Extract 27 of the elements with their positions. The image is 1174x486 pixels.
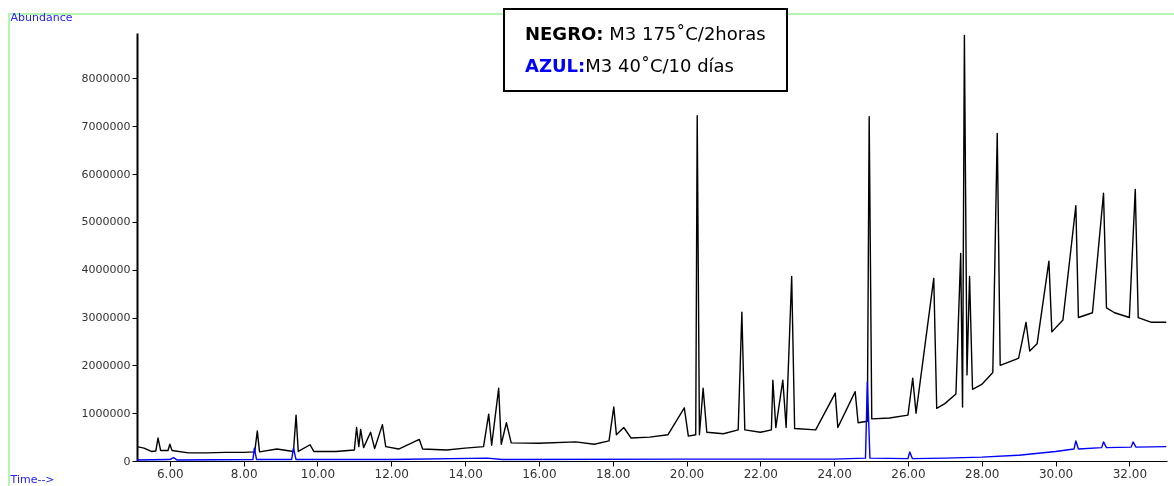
x-tick-label: 28.00 — [965, 466, 1000, 481]
text: NEGRO: M3 175˚C/2horas — [525, 23, 766, 44]
x-tick-label: 22.00 — [743, 466, 778, 481]
x-tick-label: 10.00 — [300, 466, 336, 481]
x-tick-label: 24.00 — [817, 466, 852, 481]
x-tick-label: 32.00 — [1112, 466, 1148, 481]
x-tick-label: 14.00 — [448, 466, 483, 481]
y-tick-label: 7000000 — [81, 119, 131, 133]
y-tick-label: 6000000 — [81, 167, 131, 181]
y-tick-label: 5000000 — [81, 215, 131, 229]
y-tick-label: 1000000 — [81, 406, 131, 420]
x-tick-label: 26.00 — [891, 466, 926, 481]
y-tick-label: 4000000 — [81, 263, 131, 277]
text: AZUL:M3 40˚C/10 días — [525, 55, 734, 76]
y-tick-label: 8000000 — [81, 71, 131, 85]
y-tick-label: 0 — [123, 454, 131, 468]
y-tick-label: 2000000 — [81, 358, 131, 372]
x-tick-label: 12.00 — [374, 466, 409, 481]
x-tick-label: 8.00 — [230, 466, 258, 481]
x-tick-label: 6.00 — [156, 466, 184, 481]
x-tick-label: 30.00 — [1038, 466, 1074, 481]
x-axis-title: Time--> — [9, 472, 55, 486]
y-axis-title: Abundance — [10, 10, 73, 24]
x-tick-label: 20.00 — [669, 466, 705, 481]
x-tick-label: 18.00 — [596, 466, 631, 481]
x-tick-label: 16.00 — [522, 466, 557, 481]
y-tick-label: 3000000 — [81, 311, 131, 325]
